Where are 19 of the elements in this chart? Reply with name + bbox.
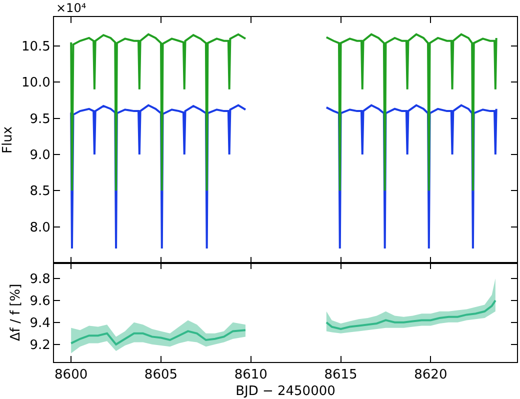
text: ×10⁴ [56,1,86,15]
y-tick-label: 8.0 [30,220,50,236]
y-tick-label: 9.0 [30,148,50,164]
x-tick-label: 8615 [324,368,358,383]
x-tick-label: 8610 [234,368,268,383]
y-tick-label: 10.5 [21,39,50,54]
y-tick-label: 10.0 [21,76,50,91]
x-tick-label: 8600 [54,368,88,383]
y-tick-label: 8.5 [30,184,50,200]
y-tick-label: 9.4 [30,316,50,331]
y-axis-title: Flux [0,126,16,154]
x-tick-label: 8620 [414,368,448,383]
y-tick-label: 9.6 [30,294,50,309]
x-axis-title: BJD − 2450000 [236,384,336,399]
x-tick-label: 8605 [144,368,178,383]
y-tick-label: 9.8 [30,272,50,287]
y-tick-label: 9.2 [30,338,50,353]
y-tick-label: 9.5 [30,112,50,127]
y-axis-title: Δf / f [%] [8,284,24,342]
